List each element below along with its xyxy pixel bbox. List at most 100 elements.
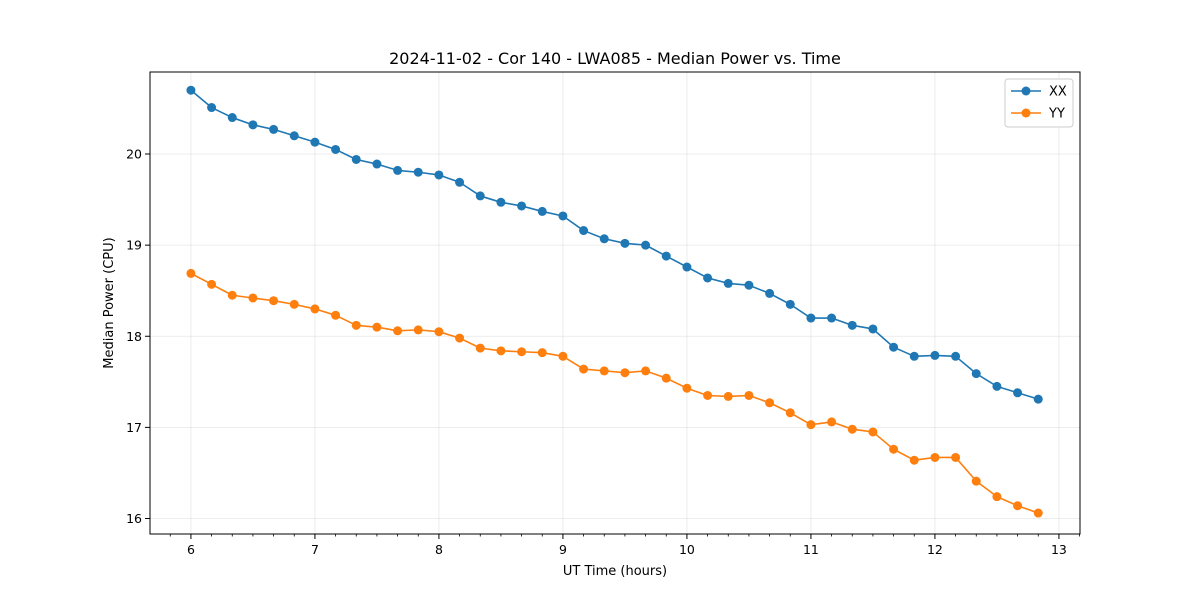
data-point-yy (475, 343, 485, 353)
data-point-xx (455, 177, 465, 187)
data-point-xx (186, 85, 196, 95)
data-point-xx (393, 165, 403, 175)
y-axis-label: Median Power (CPU) (102, 237, 117, 368)
data-point-xx (868, 324, 878, 334)
data-point-xx (434, 170, 444, 180)
data-point-yy (909, 455, 919, 465)
data-point-xx (517, 201, 527, 211)
data-point-yy (930, 452, 940, 462)
x-axis-label: UT Time (hours) (563, 564, 667, 579)
data-point-yy (558, 351, 568, 361)
data-point-xx (207, 103, 217, 113)
data-point-xx (269, 124, 279, 134)
data-point-xx (331, 144, 341, 154)
x-tick-label: 11 (803, 542, 819, 557)
chart-title: 2024-11-02 - Cor 140 - LWA085 - Median P… (389, 49, 841, 68)
data-point-yy (393, 326, 403, 336)
data-point-xx (248, 120, 258, 130)
data-point-xx (1033, 394, 1043, 404)
data-point-xx (682, 262, 692, 272)
y-tick-label: 16 (126, 511, 142, 526)
data-point-yy (827, 417, 837, 427)
data-point-xx (227, 113, 237, 123)
data-point-yy (889, 444, 899, 454)
legend-item-xx: XX (1011, 85, 1067, 100)
data-point-yy (227, 290, 237, 300)
data-point-xx (351, 154, 361, 164)
data-point-yy (496, 346, 506, 356)
data-point-yy (723, 391, 733, 401)
data-point-yy (269, 296, 279, 306)
data-point-yy (248, 293, 258, 303)
data-point-xx (971, 369, 981, 379)
data-point-xx (579, 226, 589, 236)
data-point-yy (765, 398, 775, 408)
data-point-yy (186, 268, 196, 278)
data-point-yy (434, 327, 444, 337)
x-tick-label: 7 (311, 542, 319, 557)
series-line-xx (190, 89, 1039, 400)
x-tick-label: 12 (927, 542, 943, 557)
data-point-xx (661, 251, 671, 261)
data-point-yy (641, 366, 651, 376)
data-point-xx (930, 350, 940, 360)
data-point-xx (827, 313, 837, 323)
data-point-yy (971, 476, 981, 486)
data-point-yy (310, 304, 320, 314)
series-xx (186, 85, 1043, 404)
x-tick-label: 6 (187, 542, 195, 557)
legend-marker (1021, 108, 1031, 118)
legend: XX YY (1004, 78, 1074, 128)
data-point-yy (413, 325, 423, 335)
data-point-xx (744, 280, 754, 290)
data-point-yy (744, 390, 754, 400)
data-point-yy (1033, 508, 1043, 518)
data-point-yy (207, 279, 217, 289)
y-tick-label: 18 (126, 329, 142, 344)
data-point-xx (992, 381, 1002, 391)
data-point-xx (558, 211, 568, 221)
data-point-xx (641, 240, 651, 250)
data-point-xx (289, 131, 299, 141)
data-point-xx (372, 159, 382, 169)
axes: 6 7 8 9 10 11 12 13 16 17 18 19 20 (126, 147, 1080, 557)
data-point-yy (289, 299, 299, 309)
data-point-yy (703, 390, 713, 400)
data-point-yy (331, 310, 341, 320)
x-tick-label: 13 (1051, 542, 1067, 557)
x-tick-label: 8 (435, 542, 443, 557)
legend-label: XX (1049, 85, 1067, 100)
data-point-xx (806, 313, 816, 323)
plot-frame (149, 71, 1081, 535)
legend-marker (1021, 86, 1031, 96)
data-point-yy (351, 320, 361, 330)
y-tick-label: 20 (126, 147, 142, 162)
data-point-xx (703, 273, 713, 283)
data-point-xx (951, 351, 961, 361)
data-point-xx (889, 342, 899, 352)
data-point-xx (413, 167, 423, 177)
data-point-xx (785, 299, 795, 309)
data-point-xx (1013, 388, 1023, 398)
data-point-yy (579, 364, 589, 374)
legend-item-yy: YY (1011, 107, 1065, 122)
data-point-yy (868, 427, 878, 437)
x-tick-label: 10 (679, 542, 695, 557)
data-point-xx (620, 238, 630, 248)
data-point-yy (455, 333, 465, 343)
data-point-yy (847, 424, 857, 434)
y-tick-label: 19 (126, 238, 142, 253)
data-point-xx (599, 234, 609, 244)
data-point-yy (992, 492, 1002, 502)
data-point-xx (537, 206, 547, 216)
series-layer (186, 85, 1043, 518)
y-tick-label: 17 (126, 420, 142, 435)
data-point-xx (909, 351, 919, 361)
grid (150, 72, 1080, 534)
data-point-xx (475, 191, 485, 201)
x-tick-label: 9 (559, 542, 567, 557)
data-point-yy (537, 348, 547, 358)
data-point-xx (496, 197, 506, 207)
data-point-xx (723, 278, 733, 288)
